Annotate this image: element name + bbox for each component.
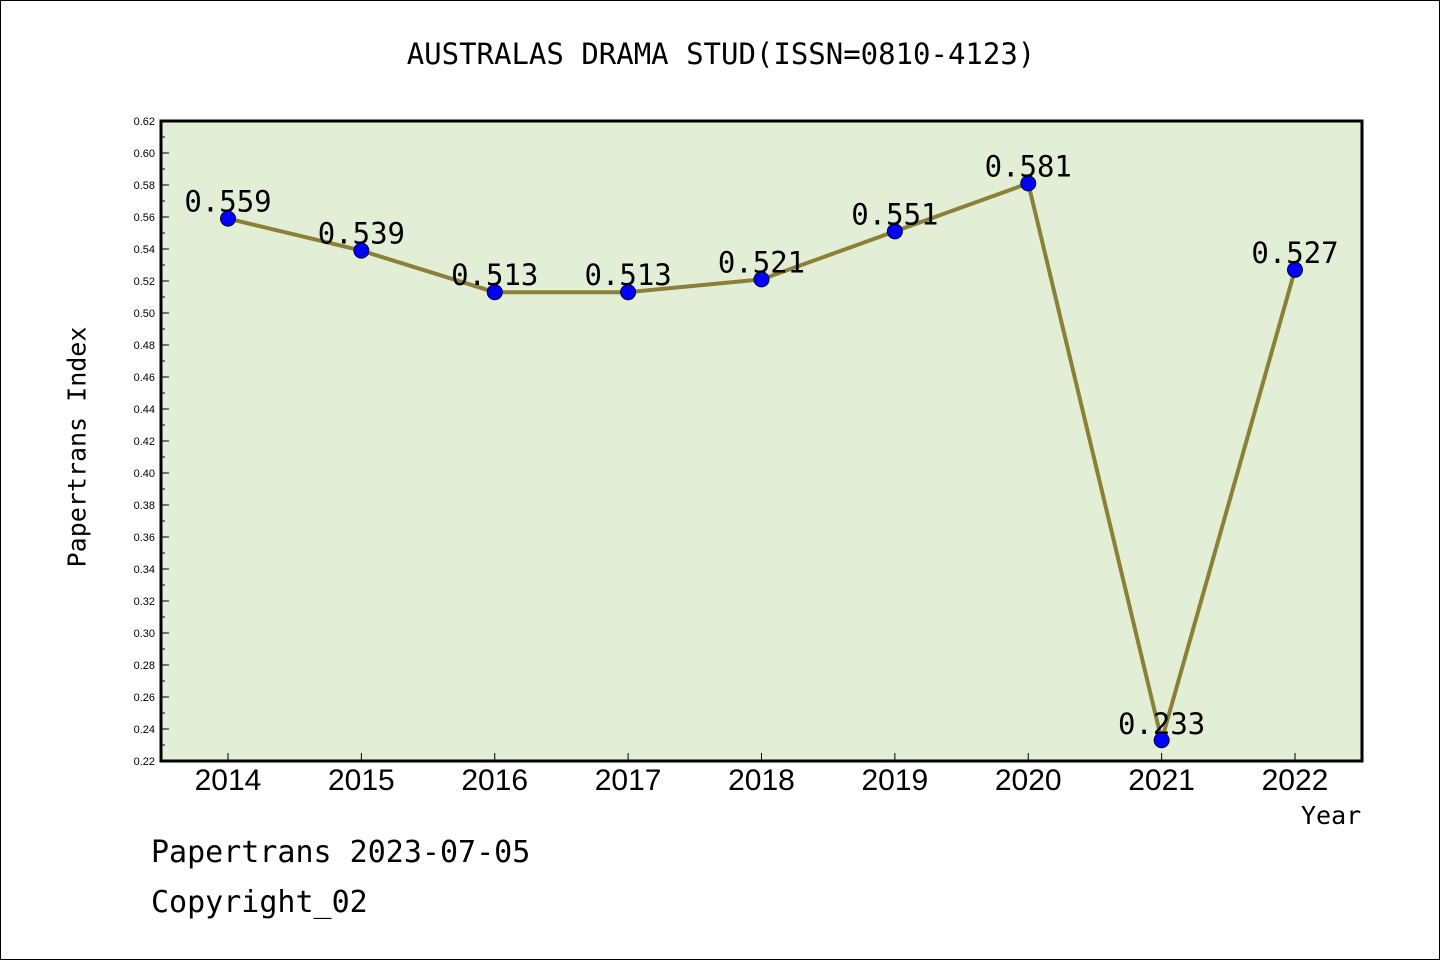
y-tick-label: 0.58 <box>134 180 155 192</box>
data-point <box>886 223 903 240</box>
y-tick-label: 0.46 <box>134 372 155 384</box>
y-tick-label: 0.38 <box>134 500 155 512</box>
x-tick-label: 2021 <box>1128 764 1195 797</box>
y-tick-label: 0.30 <box>134 628 155 640</box>
x-tick-label: 2020 <box>995 764 1062 797</box>
x-tick-label: 2017 <box>595 764 662 797</box>
data-point <box>353 242 370 259</box>
y-tick-label: 0.44 <box>134 404 155 416</box>
x-tick-label: 2015 <box>328 764 395 797</box>
footer-copyright: Copyright_02 <box>151 885 368 920</box>
y-tick-label: 0.50 <box>134 308 155 320</box>
data-point <box>1153 732 1170 749</box>
y-tick-label: 0.62 <box>134 116 155 128</box>
y-tick-label: 0.54 <box>134 244 155 256</box>
x-tick-label: 2014 <box>195 764 262 797</box>
y-tick-label: 0.34 <box>134 564 155 576</box>
data-label: 0.539 <box>318 217 405 251</box>
y-tick-label: 0.48 <box>134 340 155 352</box>
x-tick-label: 2016 <box>461 764 528 797</box>
data-label: 0.527 <box>1251 236 1338 270</box>
data-point <box>486 284 503 301</box>
y-axis-label: Papertrans Index <box>62 326 92 568</box>
x-tick-label: 2018 <box>728 764 795 797</box>
x-axis-label: Year <box>1301 801 1362 830</box>
footer-date: Papertrans 2023-07-05 <box>151 835 531 870</box>
data-point <box>753 271 770 288</box>
data-label: 0.559 <box>184 185 271 219</box>
data-label: 0.581 <box>985 149 1072 183</box>
x-tick-label: 2019 <box>862 764 929 797</box>
data-label: 0.513 <box>451 258 538 292</box>
data-label: 0.521 <box>718 245 805 279</box>
y-tick-label: 0.60 <box>134 148 155 160</box>
data-point <box>220 210 236 227</box>
plot-area <box>161 121 1362 761</box>
y-tick-label: 0.32 <box>134 596 155 608</box>
data-label: 0.233 <box>1118 707 1205 741</box>
y-tick-label: 0.26 <box>134 692 155 704</box>
plot-border <box>159 119 1364 763</box>
chart-title: AUSTRALAS DRAMA STUD(ISSN=0810-4123) <box>406 37 1036 71</box>
y-tick-label: 0.24 <box>134 724 155 736</box>
data-label: 0.551 <box>851 197 938 231</box>
y-tick-label: 0.40 <box>134 468 155 480</box>
y-tick-label: 0.36 <box>134 532 155 544</box>
data-point <box>620 284 637 301</box>
data-point <box>1020 175 1037 192</box>
x-tick-label: 2022 <box>1262 764 1329 797</box>
y-tick-label: 0.52 <box>134 276 155 288</box>
y-tick-label: 0.28 <box>134 660 155 672</box>
y-tick-label: 0.22 <box>134 756 155 768</box>
data-label: 0.513 <box>584 258 671 292</box>
data-point <box>1287 261 1303 278</box>
y-tick-label: 0.56 <box>134 212 155 224</box>
y-tick-label: 0.42 <box>134 436 155 448</box>
